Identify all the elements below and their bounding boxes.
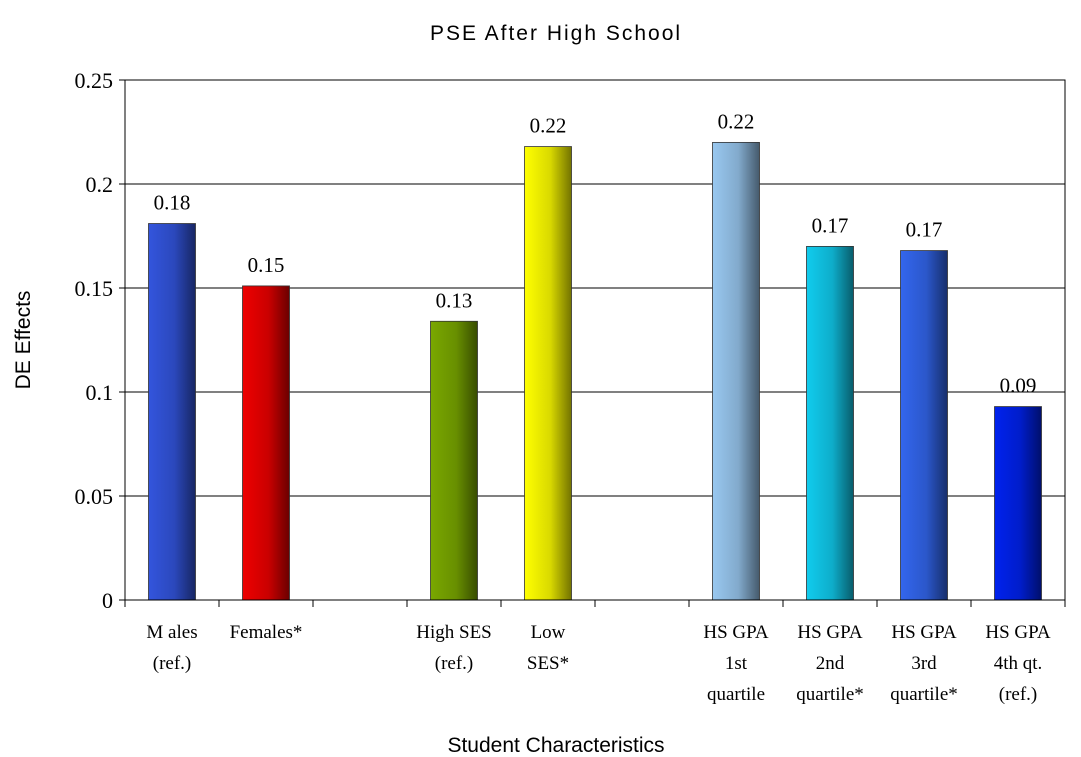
bar [430,320,478,601]
y-tick-label: 0.25 [75,68,114,93]
x-tick-label: 4th qt. [994,653,1043,674]
bar [242,285,290,601]
x-tick-label: 1st [725,653,748,674]
x-tick-label: (ref.) [153,653,192,674]
x-tick-label: quartile* [796,684,864,705]
bar [900,250,948,601]
x-tick-label: High SES [416,622,492,643]
x-tick-label: quartile* [890,684,958,705]
x-tick-label: (ref.) [999,684,1038,705]
x-tick-label: SES* [527,653,569,674]
x-tick-label: HS GPA [891,622,957,643]
x-tick-label: HS GPA [703,622,769,643]
y-tick-label: 0.15 [75,276,114,301]
x-tick-label: M ales [146,622,197,643]
y-axis-label: DE Effects [12,291,35,390]
x-axis-label: Student Characteristics [447,734,664,757]
data-label: 0.22 [718,109,755,133]
y-tick-label: 0.2 [86,172,114,197]
labels: 0 0.05 0.1 0.15 0.2 0.25 0.18 M ales (ref.) 0.15 F… [75,68,1051,705]
data-label: 0.22 [530,114,567,138]
x-tick-label: (ref.) [435,653,474,674]
x-tick-label: Females* [230,622,303,643]
x-tick-label: HS GPA [797,622,863,643]
x-tick-label: quartile [707,684,765,705]
data-label: 0.09 [1000,374,1037,398]
x-tick-label: 3rd [911,653,937,674]
x-tick-label: Low [531,622,566,643]
bar [712,141,760,601]
chart-title: PSE After High School [430,22,682,45]
bar [524,146,572,601]
y-tick-label: 0.1 [86,380,114,405]
data-label: 0.17 [812,213,849,237]
y-tick-label: 0.05 [75,484,114,509]
bar [994,406,1042,601]
data-label: 0.13 [436,288,473,312]
bar [806,245,854,601]
x-tick-label: 2nd [816,653,845,674]
axes [119,79,1066,607]
data-label: 0.18 [154,191,191,215]
data-label: 0.17 [906,218,943,242]
bar [148,223,196,601]
y-tick-label: 0 [102,588,113,613]
bars [148,141,1042,601]
x-tick-label: HS GPA [985,622,1051,643]
data-label: 0.15 [248,253,285,277]
